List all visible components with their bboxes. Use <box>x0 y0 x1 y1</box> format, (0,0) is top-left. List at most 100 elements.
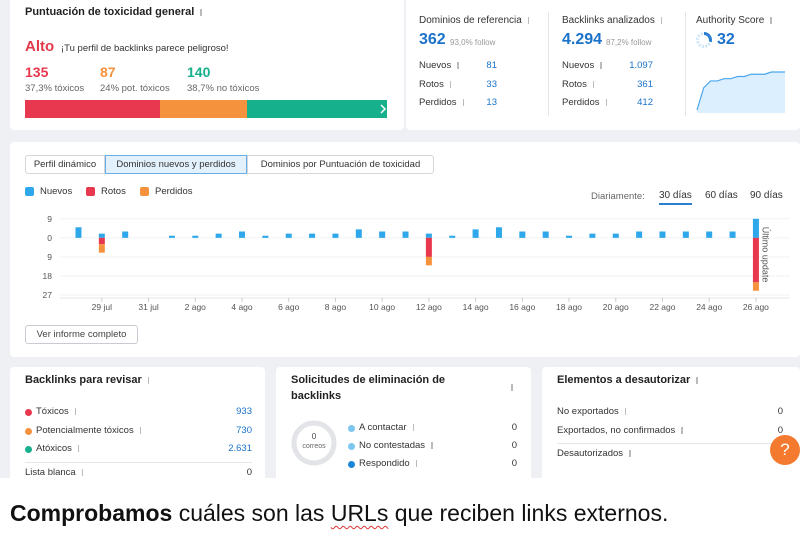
authority-title: Authority Score <box>696 15 772 26</box>
legend-swatch <box>25 187 34 196</box>
info-icon <box>457 62 459 69</box>
row-value: 2.631 <box>228 443 252 454</box>
bar <box>542 231 549 238</box>
legend-swatch <box>86 187 95 196</box>
x-tick-label: 14 ago <box>463 302 489 312</box>
toxicity-segment <box>160 100 247 118</box>
help-button[interactable]: ? <box>770 435 800 465</box>
bar <box>98 237 105 245</box>
separator <box>25 462 252 463</box>
removal-donut <box>291 420 337 466</box>
row-label: No contestadas <box>359 440 433 451</box>
row-value: 933 <box>236 406 252 417</box>
info-icon <box>696 377 698 384</box>
bar <box>636 231 643 238</box>
dot <box>348 443 355 450</box>
period-label: Diariamente: <box>591 191 645 202</box>
period-option[interactable]: 30 días <box>659 190 692 205</box>
title-text: Puntuación de toxicidad general <box>25 6 195 18</box>
group-value: 87 <box>100 64 116 80</box>
y-tick-label: 9 <box>47 214 52 224</box>
toxicity-title: Puntuación de toxicidad general <box>25 6 202 18</box>
disavow-card <box>542 367 800 487</box>
stat-row-value: 81 <box>486 60 497 71</box>
bar <box>332 233 339 238</box>
info-icon <box>629 450 631 457</box>
tab[interactable]: Perfil dinámico <box>25 155 105 174</box>
y-tick-label: 9 <box>47 252 52 262</box>
info-icon <box>527 17 530 24</box>
bar <box>752 282 759 291</box>
bar <box>168 235 175 238</box>
info-icon <box>139 426 142 434</box>
info-icon <box>74 408 77 415</box>
bar <box>589 233 596 238</box>
period-option[interactable]: 90 días <box>750 190 783 201</box>
dot <box>348 425 355 432</box>
caption-link: URLs <box>330 500 389 526</box>
bar <box>659 231 666 238</box>
group-label: 24% pot. tóxicos <box>100 83 170 94</box>
x-tick-label: 12 ago <box>416 302 442 312</box>
stat-title: Dominios de referencia <box>419 15 530 26</box>
x-tick-label: 6 ago <box>278 302 300 312</box>
report-button[interactable]: Ver informe completo <box>25 325 138 344</box>
x-tick-label: 18 ago <box>556 302 582 312</box>
x-tick-label: 8 ago <box>325 302 347 312</box>
timeline-chart: 9 0 9 18 27 29 jul 31 jul 2 ago 4 ago 6 ago 8 ago 1… <box>43 214 790 312</box>
bar <box>425 237 432 257</box>
row-value: 0 <box>511 422 517 433</box>
row-label: Exportados, no confirmados <box>557 425 683 436</box>
bar-chevron <box>380 104 387 114</box>
removal-title: Solicitudes de eliminación de <box>291 374 446 386</box>
removal-count: 0 <box>311 432 317 441</box>
row-label: Atóxicos <box>36 443 80 454</box>
legend-label: Rotos <box>101 186 126 197</box>
info-icon <box>81 469 84 476</box>
info-icon <box>770 17 772 24</box>
dot <box>25 446 32 453</box>
divider <box>685 12 686 116</box>
toxicity-level: Alto <box>25 38 55 55</box>
info-icon <box>462 99 464 106</box>
legend-swatch <box>140 187 149 196</box>
info-icon <box>681 427 683 434</box>
caption: Comprobamos cuáles son las URLs que reci… <box>10 500 668 527</box>
bar <box>75 227 82 238</box>
stat-row-value: 412 <box>637 97 653 108</box>
bar <box>262 235 269 238</box>
x-tick-label: 10 ago <box>369 302 395 312</box>
authority-sparkline <box>696 71 785 113</box>
x-tick-label: 4 ago <box>231 302 253 312</box>
bar <box>122 231 129 238</box>
tab[interactable]: Dominios nuevos y perdidos <box>105 155 247 174</box>
bar <box>239 231 245 238</box>
x-tick-label: 20 ago <box>603 302 629 312</box>
title-text: Backlinks para revisar <box>25 374 142 386</box>
toxicity-segment <box>25 100 160 118</box>
info-icon <box>660 17 663 24</box>
row-value: 0 <box>511 440 517 451</box>
legend-label: Nuevos <box>40 186 73 197</box>
x-tick-label: 29 jul <box>92 302 112 312</box>
x-tick-label: 16 ago <box>509 302 535 312</box>
title-text: Backlinks analizados <box>562 15 655 26</box>
y-tick-label: 0 <box>47 233 52 243</box>
bar <box>752 237 759 283</box>
period-option[interactable]: 60 días <box>705 190 738 201</box>
bar <box>425 256 432 266</box>
bar <box>495 227 502 238</box>
toxicity-message: ¡Tu perfil de backlinks parece peligroso… <box>61 43 229 54</box>
tab[interactable]: Dominios por Puntuación de toxicidad <box>247 155 434 174</box>
title-text: Authority Score <box>696 15 765 26</box>
info-icon <box>77 445 80 452</box>
stat-row-label: Perdidos <box>419 97 464 108</box>
stat-row-value: 1.097 <box>629 60 653 71</box>
row-label: No exportados <box>557 406 627 417</box>
bar <box>98 244 105 253</box>
group-value: 135 <box>25 64 49 80</box>
info-icon <box>592 80 595 88</box>
info-icon <box>600 62 602 69</box>
bar <box>519 231 526 238</box>
